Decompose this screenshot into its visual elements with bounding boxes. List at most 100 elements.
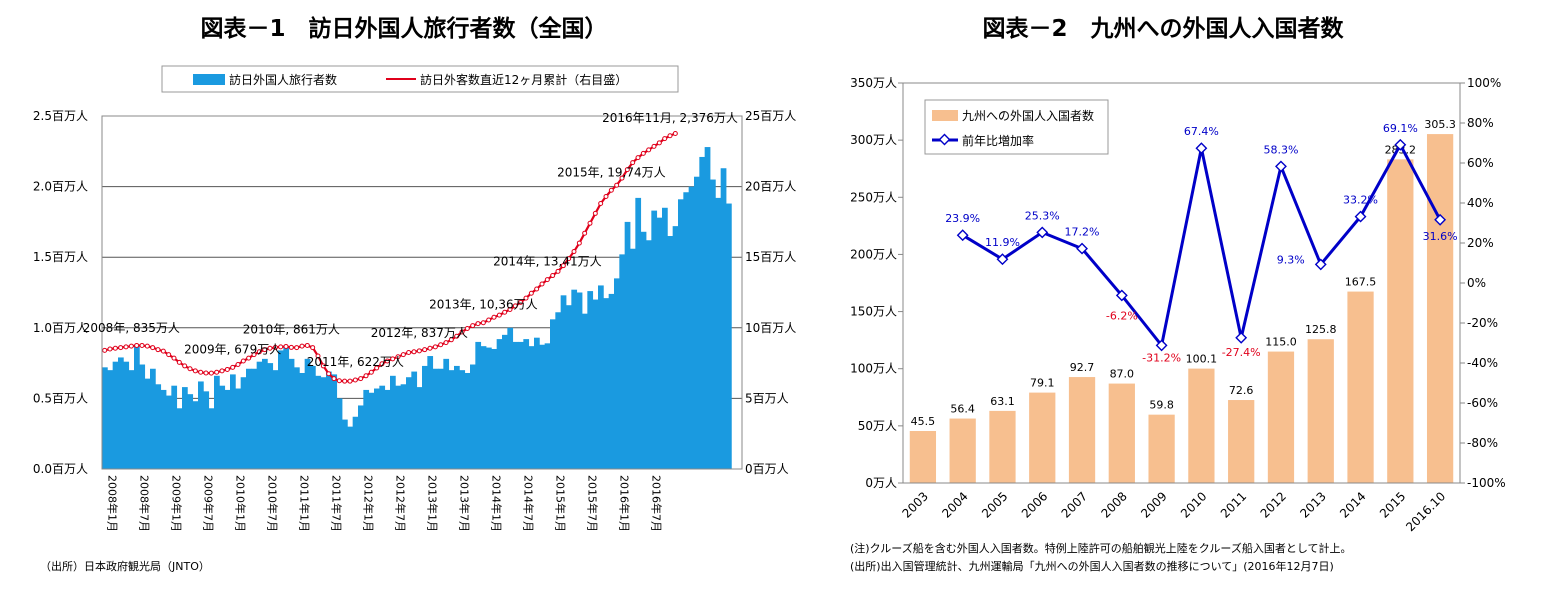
chart1-x-tick: 2009年1月 (170, 475, 184, 532)
chart1-line-point (624, 167, 630, 173)
chart1-line-point (523, 295, 529, 301)
chart1-bar (128, 370, 135, 469)
chart2-line-point (1235, 331, 1248, 344)
chart1-line-point (491, 314, 497, 320)
chart1-bar (720, 168, 727, 469)
chart1-title: 図表－1 訪日外国人旅行者数（全国） (200, 15, 607, 42)
chart1-x-tick: 2009年7月 (202, 475, 216, 532)
chart1-bar (384, 389, 391, 469)
chart1-bar (635, 197, 642, 469)
chart1-bar (304, 358, 311, 469)
chart1-bar (662, 207, 668, 469)
chart1-line-point (342, 378, 348, 384)
chart1-bar (608, 293, 615, 469)
chart1-x-tick: 2015年7月 (586, 475, 600, 532)
chart2-legend-bar-swatch (932, 110, 958, 121)
chart1-bar (400, 384, 407, 469)
chart1-bar (630, 248, 636, 469)
chart1-line-point (326, 371, 332, 377)
chart1-bar (256, 361, 263, 469)
chart1-bar (416, 387, 423, 469)
chart2-left-tick: 150万人 (850, 305, 897, 319)
chart1-line-point (160, 348, 166, 354)
chart1-line-point (304, 342, 310, 348)
chart1-bar (262, 358, 268, 469)
chart1-bar (235, 388, 242, 469)
chart2-x-tick: 2012 (1258, 489, 1289, 520)
chart1-line-point (422, 347, 428, 353)
chart2-bar (989, 410, 1016, 483)
chart1-line-point (534, 286, 540, 292)
chart1-left-tick: 2.5百万人 (33, 109, 88, 123)
chart1-line-point (299, 343, 305, 349)
chart2-bar-label: 45.5 (911, 415, 936, 428)
chart2-bar (1068, 377, 1096, 483)
chart2-title: 図表－2 九州への外国人入国者数 (982, 15, 1344, 42)
chart2-rate-label: 31.6% (1423, 230, 1458, 243)
chart1-right-tick: 15百万人 (745, 250, 796, 264)
chart2-left-tick: 300万人 (850, 133, 897, 147)
chart2-x-tick: 2003 (900, 489, 931, 520)
chart1-bar (118, 357, 124, 469)
chart1-bar (112, 361, 119, 469)
chart2-line-point (1076, 242, 1088, 255)
chart1-line-point (155, 347, 161, 353)
chart1-bar (155, 384, 162, 469)
chart2-x-tick: 2009 (1138, 489, 1169, 520)
chart1-bar (470, 364, 476, 469)
chart1-x-tick: 2014年1月 (490, 475, 504, 532)
chart1-bar (278, 350, 284, 469)
chart1-bar (619, 254, 626, 469)
chart2-bar-label: 72.6 (1229, 384, 1254, 397)
chart1-bar (598, 285, 604, 469)
chart2-bars: 45.5 56.4 63.1 79.1 92.7 87.0 59.8 100.1 72.6 115… (909, 118, 1456, 484)
chart1-line-point (587, 220, 593, 226)
chart1-bar (182, 387, 188, 469)
chart1-bar (406, 377, 412, 469)
chart1-line-point (608, 187, 614, 193)
chart2-rate-label: 23.9% (945, 212, 980, 225)
chart1-bar (342, 419, 348, 469)
chart1-line-point (320, 363, 326, 369)
chart1-line-point (603, 193, 609, 199)
chart2-bar-label: 100.1 (1186, 353, 1218, 366)
chart1-annotation: 2011年, 622万人 (307, 355, 404, 369)
chart2-x-tick: 2010 (1178, 489, 1209, 520)
chart2-bar (1228, 400, 1255, 483)
chart2-left-tick: 350万人 (850, 76, 897, 90)
chart2-line-point (1434, 213, 1447, 226)
chart1: 図表－1 訪日外国人旅行者数（全国） 訪日外国人旅行者数 訪日外客数直近12ヶ月… (33, 15, 796, 573)
chart1-line-point (635, 155, 641, 161)
chart1-bar (571, 289, 578, 469)
chart1-x-tick: 2011年1月 (298, 475, 312, 532)
chart2-bar (1148, 414, 1175, 483)
chart2-bar-label: 92.7 (1070, 361, 1095, 374)
chart1-line-point (272, 344, 278, 350)
chart1-bar (352, 416, 359, 469)
chart1-line-point (331, 376, 337, 382)
chart1-bar (491, 348, 498, 469)
chart1-line-point (496, 312, 502, 318)
chart1-bar (715, 197, 722, 469)
chart2-line-point (1314, 258, 1327, 271)
chart1-bar (192, 401, 199, 469)
chart1-line-point (438, 342, 444, 348)
chart1-line-point (379, 361, 385, 367)
chart2-bar-label: 56.4 (950, 403, 975, 416)
chart1-line-point (480, 320, 486, 326)
chart1-bar (475, 341, 482, 469)
chart1-line-point (171, 355, 177, 361)
chart1-line-point (224, 366, 230, 372)
chart2-rate-label: 9.3% (1277, 253, 1305, 266)
chart1-x-tick: 2012年1月 (362, 475, 376, 532)
chart1-bar (230, 374, 236, 469)
chart1-annotation: 2015年, 19,74万人 (557, 165, 666, 179)
chart1-line-point (406, 350, 412, 356)
chart1-bar (331, 374, 338, 469)
chart1-bar (555, 312, 562, 469)
chart1-bar (614, 278, 620, 469)
chart1-bar (566, 305, 572, 469)
chart1-bar (582, 313, 588, 469)
chart2-x-tick: 2015 (1377, 489, 1408, 520)
chart1-line-point (448, 337, 454, 343)
